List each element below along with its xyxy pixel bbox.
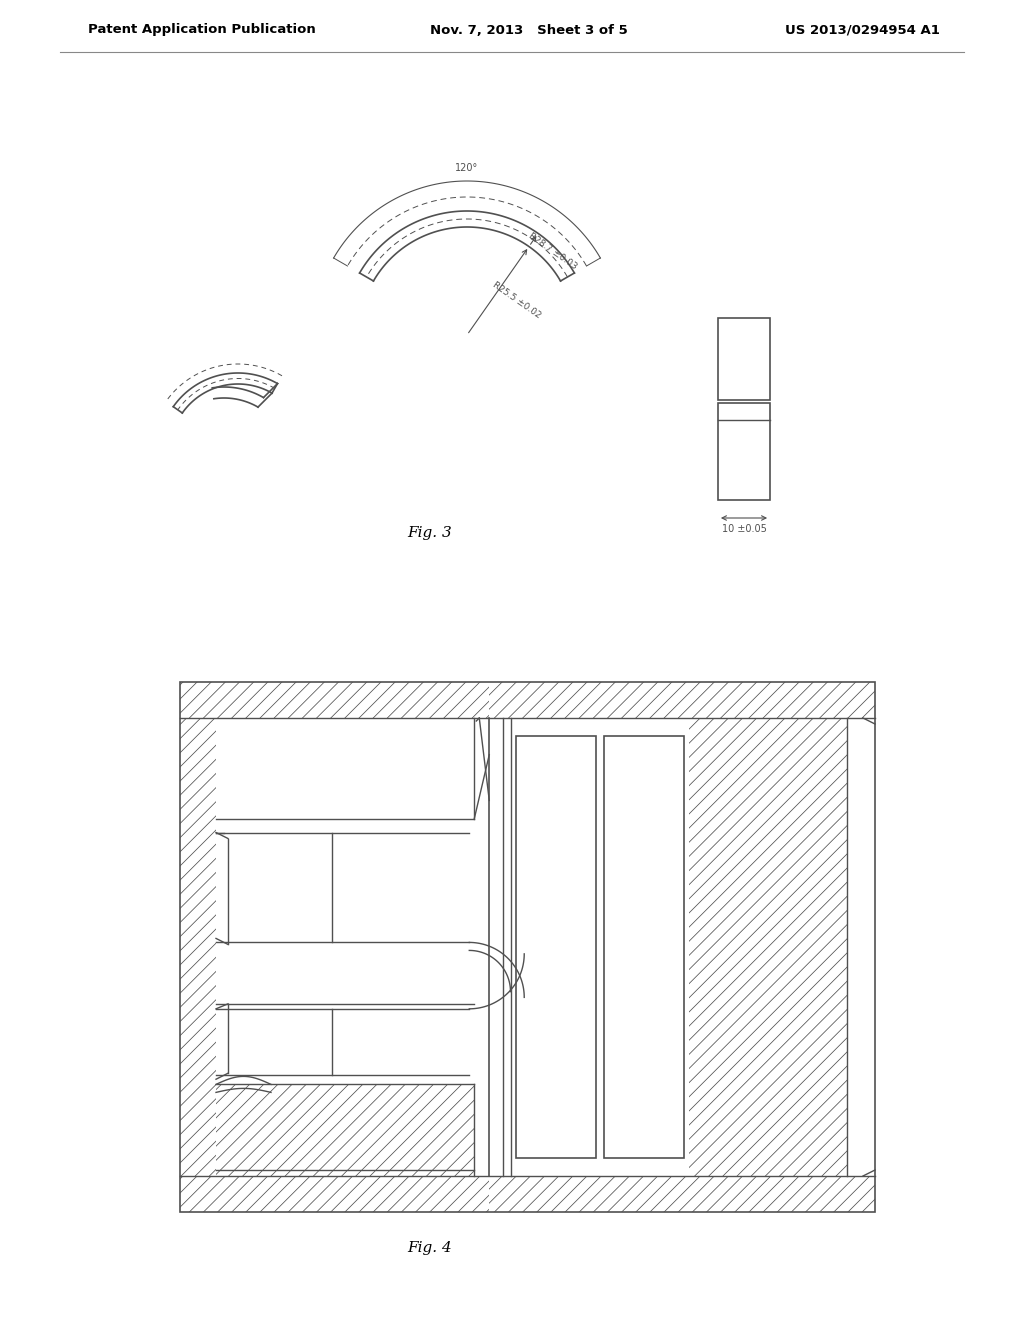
- Text: Nov. 7, 2013   Sheet 3 of 5: Nov. 7, 2013 Sheet 3 of 5: [430, 24, 628, 37]
- Text: 120°: 120°: [456, 162, 478, 173]
- Bar: [718, 318, 770, 400]
- Bar: [516, 737, 596, 1158]
- Text: R28.7 ±0.03: R28.7 ±0.03: [527, 231, 579, 271]
- Text: US 2013/0294954 A1: US 2013/0294954 A1: [785, 24, 940, 37]
- Bar: [604, 737, 684, 1158]
- Bar: [718, 403, 770, 500]
- Bar: [180, 682, 874, 1212]
- Text: Fig. 4: Fig. 4: [408, 1241, 453, 1255]
- Text: Patent Application Publication: Patent Application Publication: [88, 24, 315, 37]
- Text: R25.5 ±0.02: R25.5 ±0.02: [490, 281, 542, 321]
- Text: Fig. 3: Fig. 3: [408, 525, 453, 540]
- Text: 10 ±0.05: 10 ±0.05: [722, 524, 766, 535]
